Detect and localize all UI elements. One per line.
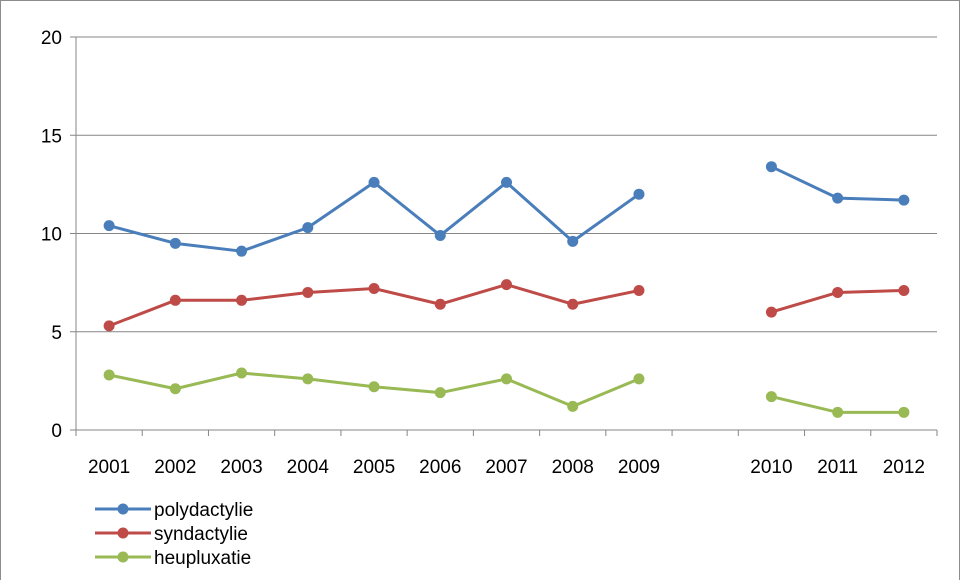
legend-label: polydactylie [154,500,253,521]
data-point-heupluxatie [832,406,844,418]
y-tick-label: 0 [51,421,62,442]
data-point-heupluxatie [434,387,446,399]
data-point-heupluxatie [302,373,314,385]
series-points [103,161,910,418]
x-tick-label: 2001 [88,457,130,478]
x-tick-label: 2009 [618,457,660,478]
data-point-heupluxatie [567,400,579,412]
data-point-heupluxatie [368,381,380,393]
legend-marker-syndactylie [117,527,129,539]
data-point-syndactylie [633,284,645,296]
data-point-syndactylie [103,320,115,332]
data-point-polydactylie [633,188,645,200]
data-point-heupluxatie [103,369,115,381]
x-tick-label: 2012 [883,457,925,478]
data-point-polydactylie [169,237,181,249]
legend: polydactylie syndactylie heupluxatie [95,500,253,569]
legend-marker-heupluxatie [117,551,129,563]
data-point-polydactylie [832,192,844,204]
data-point-heupluxatie [501,373,512,385]
x-tick-label: 2010 [750,457,792,478]
data-point-syndactylie [898,284,910,296]
y-tick-label: 10 [41,225,62,246]
x-tick-label: 2004 [287,457,330,478]
data-point-polydactylie [501,176,512,188]
data-point-polydactylie [567,235,579,247]
data-point-polydactylie [302,222,314,234]
data-point-heupluxatie [169,383,181,395]
data-point-syndactylie [501,279,512,291]
y-tick-label: 15 [41,126,62,147]
axes [70,36,938,436]
x-tick-label: 2008 [552,457,594,478]
y-tick-label: 5 [51,323,62,344]
data-point-syndactylie [169,294,181,306]
data-point-polydactylie [103,220,115,232]
data-point-polydactylie [898,194,910,206]
data-point-syndactylie [832,286,844,298]
tick-labels: 0 5 10 15 20 2001 2002 2003 2004 2005 2006 2007 2008… [41,28,925,478]
data-point-syndactylie [765,306,777,318]
y-tick-label: 20 [41,28,62,49]
data-point-heupluxatie [633,373,645,385]
x-tick-label: 2005 [353,457,395,478]
data-point-syndactylie [368,283,380,295]
x-tick-label: 2007 [485,457,527,478]
data-point-heupluxatie [898,406,910,418]
x-tick-label: 2003 [220,457,262,478]
series-line-polydactylie [107,180,641,253]
data-point-syndactylie [302,286,314,298]
legend-label: heupluxatie [154,548,251,569]
data-point-heupluxatie [236,367,248,379]
x-tick-label: 2002 [154,457,196,478]
legend-marker-polydactylie [117,503,129,515]
data-point-polydactylie [434,229,446,241]
data-point-polydactylie [765,161,777,173]
x-tick-label: 2006 [419,457,461,478]
x-tick-label: 2011 [817,457,858,478]
data-point-polydactylie [368,176,380,188]
data-point-polydactylie [236,245,248,257]
gridlines [76,36,937,333]
data-point-syndactylie [434,298,446,310]
data-point-syndactylie [567,298,579,310]
data-point-syndactylie [236,294,248,306]
legend-label: syndactylie [154,524,248,545]
data-point-heupluxatie [765,391,777,403]
